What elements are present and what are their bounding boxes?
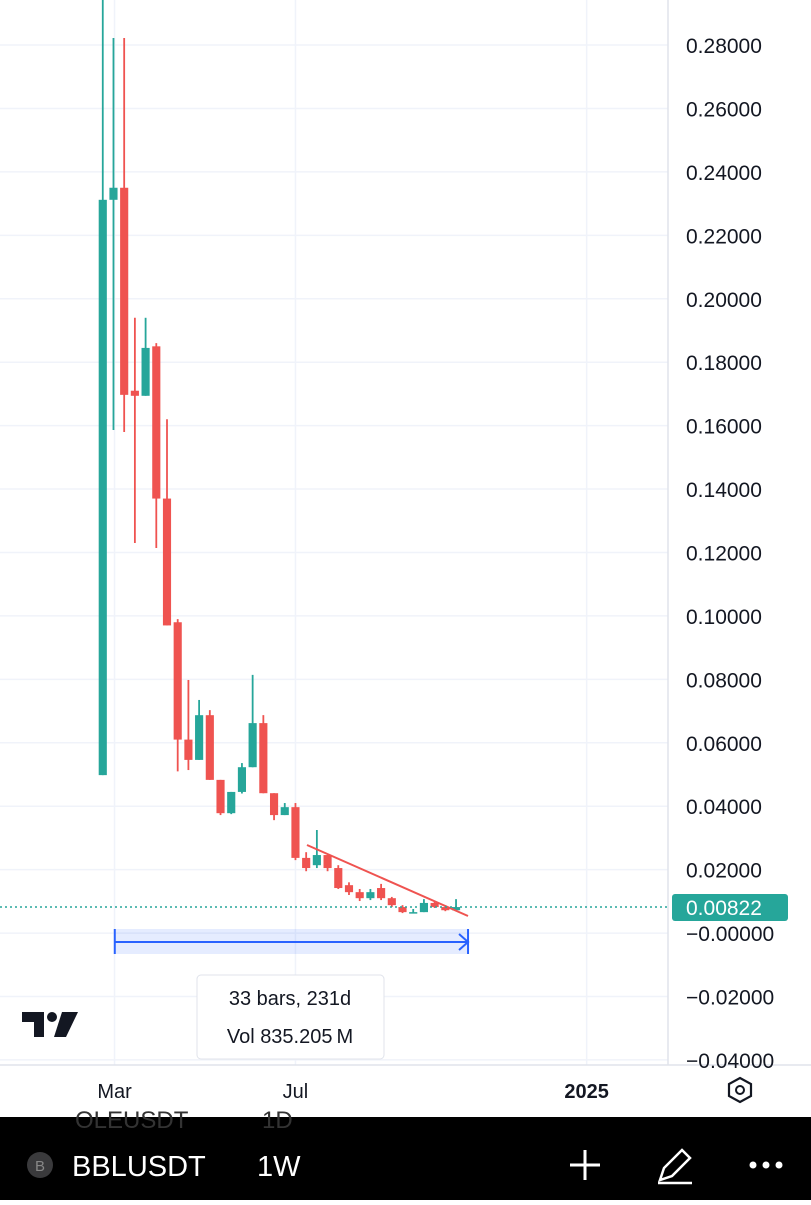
y-tick-label: 0.12000 <box>686 542 762 565</box>
candle-body <box>334 868 343 889</box>
candle-body <box>312 855 321 866</box>
y-tick-label: −0.04000 <box>686 1050 774 1073</box>
toolbar <box>0 1117 811 1200</box>
last-price-box <box>672 893 788 921</box>
candle-body <box>451 907 461 911</box>
candle-body <box>184 739 193 760</box>
logo-part <box>54 1012 78 1037</box>
candle-body <box>366 892 375 899</box>
candle-body <box>259 723 268 794</box>
circle <box>735 1085 745 1095</box>
y-tick-label: 0.24000 <box>686 162 762 185</box>
candle-body <box>269 793 279 816</box>
dot <box>775 1161 783 1169</box>
pen <box>658 1148 692 1185</box>
candle-body <box>280 807 289 816</box>
last-price-label: 0.00822 <box>686 897 762 920</box>
candle-body <box>377 888 386 899</box>
candle-body <box>130 390 139 396</box>
behind-symbol: OLEUSDT <box>75 1107 189 1134</box>
symbol-icon-letter: B <box>35 1158 45 1175</box>
y-tick-label: 0.16000 <box>686 416 762 439</box>
dot <box>749 1161 757 1169</box>
candle-body <box>227 791 236 814</box>
y-tick-label: 0.06000 <box>686 733 762 756</box>
candle-body <box>291 807 300 858</box>
interval[interactable]: 1W <box>257 1151 301 1183</box>
y-tick-label: 0.02000 <box>686 860 762 883</box>
dot <box>762 1161 770 1169</box>
logo-part <box>22 1012 44 1037</box>
symbol[interactable]: BBLUSDT <box>72 1151 206 1183</box>
y-tick-label: 0.04000 <box>686 796 762 819</box>
candle-body <box>162 498 172 626</box>
candle-body <box>323 855 332 869</box>
tradingview-logo <box>22 1012 78 1037</box>
candle-body <box>430 902 439 908</box>
hexagon <box>727 1076 753 1104</box>
y-tick-label: 0.22000 <box>686 225 762 248</box>
candle-body <box>205 715 214 780</box>
y-tick-label: 0.28000 <box>686 35 762 58</box>
measure-bars: 33 bars, 231d <box>229 988 351 1010</box>
add-button[interactable] <box>570 1150 600 1180</box>
candle-body <box>409 912 418 914</box>
y-tick-label: 0.18000 <box>686 352 762 375</box>
measure-arrowhead <box>458 933 470 951</box>
plot <box>0 0 668 954</box>
candle-body <box>248 723 257 768</box>
candle-body <box>419 902 428 913</box>
candle-body <box>302 857 311 869</box>
y-tick-label: 0.26000 <box>686 98 762 121</box>
candle-body <box>120 187 129 395</box>
axes: 0.28000 0.26000 0.24000 0.22000 0.20000 0.180… <box>97 35 788 1103</box>
candle-body <box>441 907 450 911</box>
candle-body <box>98 199 107 776</box>
candle-body <box>152 346 161 499</box>
candle-body <box>173 622 182 740</box>
x-tick-label: 2025 <box>564 1081 609 1103</box>
y-tick-label: −0.00000 <box>686 923 774 946</box>
candle-body <box>216 779 225 814</box>
measure-volume: Vol 835.205 M <box>227 1026 353 1048</box>
y-tick-label: −0.02000 <box>686 986 774 1009</box>
grid <box>0 0 668 1065</box>
candle-body <box>141 347 150 396</box>
draw-button[interactable] <box>658 1148 692 1185</box>
candle-body <box>237 767 247 792</box>
measure-label: 33 bars, 231d Vol 835.205 M <box>196 974 385 1060</box>
measure-box <box>196 974 385 1060</box>
candle-body <box>398 907 407 913</box>
trend-line <box>306 844 469 917</box>
candle-body <box>355 892 364 899</box>
behind-interval: 1D <box>262 1107 293 1134</box>
y-tick-label: 0.14000 <box>686 479 762 502</box>
y-tick-label: 0.10000 <box>686 606 762 629</box>
logo-part <box>47 1012 57 1022</box>
x-tick-label: Mar <box>97 1081 132 1103</box>
candle-body <box>195 715 204 760</box>
more-button[interactable] <box>749 1161 783 1169</box>
symbol-icon <box>27 1152 53 1178</box>
x-tick-label: Jul <box>283 1081 309 1103</box>
candle-body <box>109 187 118 200</box>
y-tick-label: 0.08000 <box>686 669 762 692</box>
candle-body <box>344 885 354 893</box>
settings-icon[interactable] <box>727 1076 753 1104</box>
candle-body <box>387 898 396 906</box>
y-tick-label: 0.20000 <box>686 289 762 312</box>
